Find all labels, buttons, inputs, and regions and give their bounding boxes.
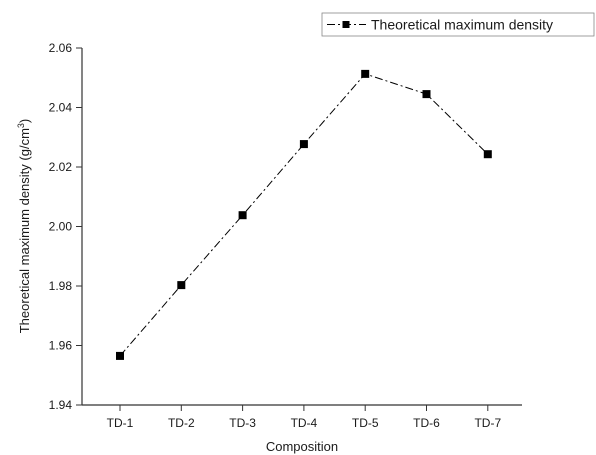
legend-square-marker: [342, 21, 350, 28]
data-point-td-5: [361, 69, 370, 78]
y-tick-label: 2.06: [49, 41, 73, 55]
x-tick-label: TD-6: [413, 416, 440, 430]
y-tick-label: 2.00: [49, 220, 73, 234]
data-point-td-6: [422, 90, 431, 99]
x-tick-label: TD-2: [168, 416, 195, 430]
y-tick-label: 1.98: [49, 279, 73, 293]
legend: Theoretical maximum density: [321, 12, 595, 37]
series-markers: [116, 69, 492, 360]
x-tick-label: TD-3: [229, 416, 256, 430]
y-axis-title-superscript: 3: [16, 123, 26, 128]
x-tick-label: TD-1: [107, 416, 134, 430]
y-axis-title: Theoretical maximum density (g/cm3): [16, 119, 32, 334]
data-point-td-4: [299, 140, 308, 149]
y-tick-label: 2.02: [49, 160, 73, 174]
data-point-td-1: [116, 351, 124, 360]
data-point-td-2: [177, 281, 186, 290]
x-tick-label: TD-5: [352, 416, 379, 430]
data-point-td-3: [238, 211, 247, 220]
y-axis-title-end: ): [17, 119, 32, 123]
legend-box: [321, 12, 595, 37]
series-line: [119, 73, 489, 357]
y-tick-label: 1.94: [49, 398, 73, 412]
legend-label: Theoretical maximum density: [371, 17, 553, 33]
y-tick-label: 2.04: [49, 101, 73, 115]
data-point-td-7: [483, 150, 492, 159]
x-tick-label: TD-4: [291, 416, 318, 430]
y-axis-ticks: 1.94 1.96 1.98 2.00 2.02 2.04 2.06: [49, 41, 82, 412]
y-tick-label: 1.96: [49, 339, 73, 353]
plot-area: 1.941.961.982.002.022.042.06 TD-1 TD-2 TD-…: [49, 41, 522, 430]
x-axis-ticks: TD-1 TD-2 TD-3 TD-4 TD-5 TD-6 TD-7: [107, 405, 501, 430]
x-axis-title: Composition: [266, 439, 338, 454]
y-axis-title-main: Theoretical maximum density (g/cm: [17, 128, 32, 333]
x-tick-label: TD-7: [474, 416, 501, 430]
